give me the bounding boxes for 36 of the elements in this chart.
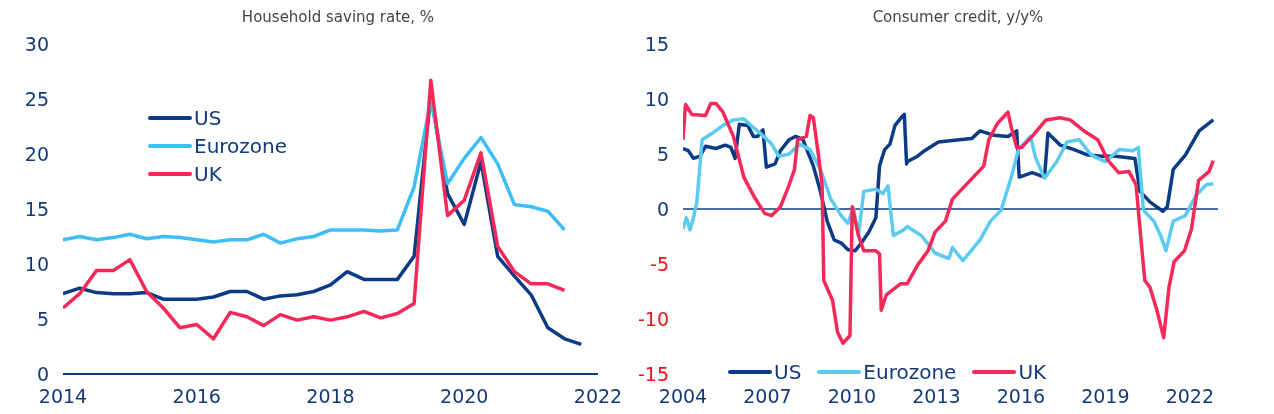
x-tick-label: 2004: [658, 385, 708, 408]
legend-label: Eurozone: [863, 360, 957, 384]
x-tick-label: 2007: [743, 385, 792, 408]
y-tick-label: 5: [656, 143, 669, 165]
y-tick-label: 10: [644, 88, 669, 110]
y-tick-label: -5: [650, 253, 669, 275]
legend-label: UK: [194, 162, 222, 186]
x-tick-label: 2018: [306, 385, 355, 408]
line-series: [683, 101, 1215, 345]
y-tick-label: -15: [637, 363, 669, 385]
y-tick-label: 10: [24, 253, 49, 275]
x-tick-label: 2016: [172, 385, 221, 408]
y-tick-label: 0: [656, 198, 669, 220]
legend-label: US: [194, 106, 222, 130]
x-tick-label: 2010: [827, 385, 877, 408]
legend-label: Eurozone: [194, 134, 288, 158]
y-tick-label: 15: [644, 33, 669, 55]
x-tick-label: 2013: [912, 385, 961, 408]
y-tick-label: 15: [24, 198, 49, 220]
legend-label: US: [774, 360, 802, 384]
y-tick-label: 5: [36, 308, 49, 330]
x-tick-label: 2022: [1165, 385, 1215, 408]
x-tick-label: 2019: [1081, 385, 1130, 408]
y-tick-label: 20: [24, 143, 49, 165]
chart-title: Consumer credit, y/y%: [871, 8, 1045, 28]
y-tick-label: -10: [637, 308, 669, 330]
x-tick-label: 2014: [38, 385, 88, 408]
y-tick-label: 30: [24, 33, 49, 55]
chart-title: Household saving rate, %: [240, 8, 436, 28]
y-tick-label: 25: [24, 88, 49, 110]
x-tick-label: 2020: [440, 385, 489, 408]
x-tick-label: 2022: [573, 385, 623, 408]
x-tick-label: 2016: [996, 385, 1046, 408]
legend-label: UK: [1018, 360, 1047, 384]
y-tick-label: 0: [36, 363, 49, 385]
line-series: [63, 98, 567, 245]
